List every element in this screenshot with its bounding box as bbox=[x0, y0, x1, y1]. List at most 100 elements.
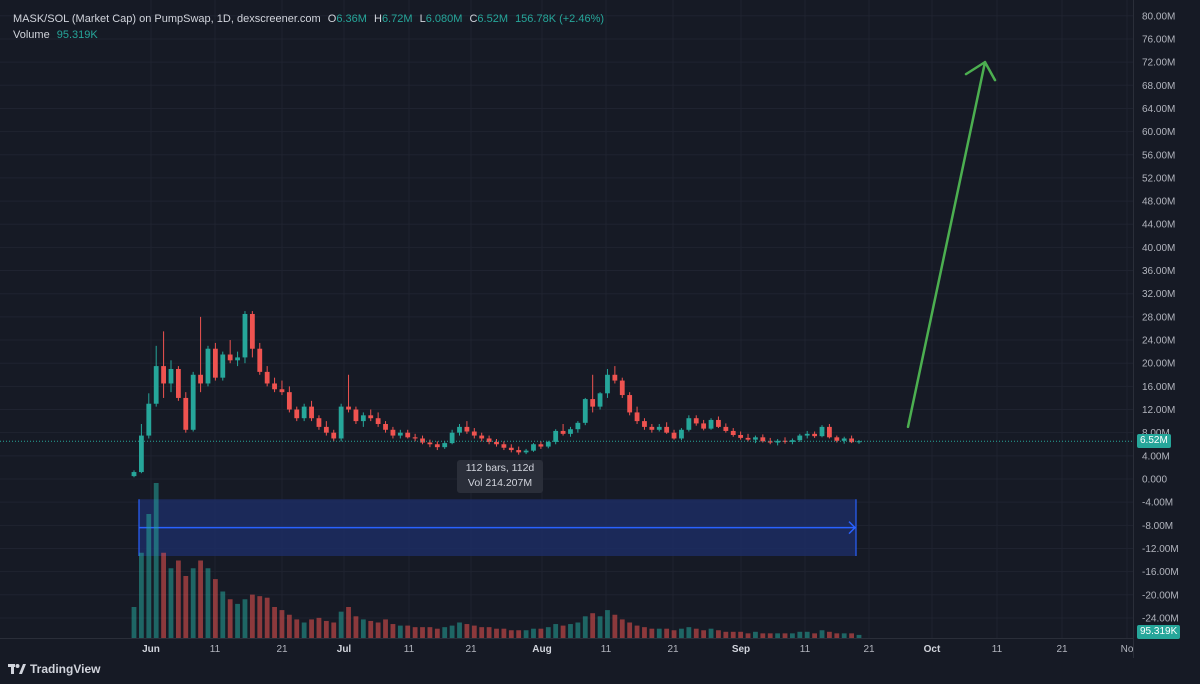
y-tick-label: 28.00M bbox=[1142, 312, 1175, 323]
volume-bar bbox=[212, 579, 218, 638]
volume-bar bbox=[138, 552, 144, 638]
y-tick-label: 80.00M bbox=[1142, 11, 1175, 22]
candle-body bbox=[331, 432, 337, 439]
volume-bar bbox=[294, 619, 300, 638]
tradingview-logo[interactable]: TradingView bbox=[8, 662, 100, 676]
volume-bar bbox=[753, 631, 758, 638]
candle-body bbox=[242, 313, 248, 358]
volume-bar bbox=[560, 625, 566, 638]
projection-arrow-line[interactable] bbox=[906, 60, 987, 429]
volume-label: Volume bbox=[13, 29, 50, 41]
candle-body bbox=[131, 472, 137, 477]
volume-bar bbox=[301, 622, 307, 638]
volume-bar bbox=[360, 619, 366, 638]
candle-body bbox=[309, 406, 314, 419]
candle-body bbox=[575, 422, 581, 430]
symbol-title: MASK/SOL (Market Cap) on PumpSwap, 1D, d… bbox=[13, 13, 321, 25]
projection-arrowhead bbox=[964, 60, 997, 82]
volume-bar bbox=[286, 614, 292, 638]
open-label: O bbox=[327, 13, 337, 25]
candle-body bbox=[346, 406, 351, 410]
candle-body bbox=[168, 368, 174, 384]
candle-body bbox=[227, 354, 233, 361]
candle-body bbox=[153, 366, 159, 404]
volume-bar bbox=[656, 628, 662, 638]
candle-body bbox=[294, 409, 300, 419]
volume-bar bbox=[686, 627, 692, 638]
candle-body bbox=[612, 374, 618, 381]
volume-bar bbox=[486, 627, 492, 638]
y-tick-label: 48.00M bbox=[1142, 197, 1175, 208]
candle-body bbox=[834, 437, 840, 441]
candle-body bbox=[501, 444, 507, 448]
volume-bar bbox=[190, 568, 196, 638]
y-tick-label: 64.00M bbox=[1142, 104, 1175, 115]
range-bars-text: 112 bars, 112d bbox=[465, 462, 535, 474]
candle-body bbox=[797, 435, 803, 441]
candle-body bbox=[642, 421, 647, 427]
candle-body bbox=[434, 444, 440, 448]
candle-body bbox=[383, 423, 388, 430]
volume-bar bbox=[323, 620, 329, 638]
volume-bar bbox=[346, 607, 351, 638]
candle-body bbox=[190, 374, 196, 430]
volume-bar bbox=[797, 631, 803, 638]
volume-bar bbox=[553, 624, 559, 638]
candle-body bbox=[457, 426, 462, 433]
volume-bar bbox=[168, 568, 174, 638]
volume-bar bbox=[183, 576, 189, 638]
candle-body bbox=[760, 437, 766, 442]
candle-body bbox=[405, 432, 411, 438]
volume-bar bbox=[612, 614, 618, 638]
volume-bar bbox=[479, 627, 485, 638]
y-tick-label: 44.00M bbox=[1142, 220, 1175, 231]
candle-body bbox=[508, 447, 514, 451]
candle-body bbox=[782, 440, 788, 442]
close-label: C bbox=[469, 13, 478, 25]
volume-bar bbox=[153, 483, 159, 638]
candle-body bbox=[449, 432, 455, 444]
volume-bar bbox=[649, 628, 655, 638]
volume-bar bbox=[316, 617, 322, 638]
volume-bar bbox=[390, 624, 396, 638]
candle-body bbox=[138, 435, 144, 473]
volume-bar bbox=[471, 625, 477, 638]
volume-bar bbox=[775, 633, 781, 638]
y-tick-label: 36.00M bbox=[1142, 266, 1175, 277]
volume-bar bbox=[227, 599, 233, 638]
y-tick-label: 4.00M bbox=[1142, 451, 1170, 462]
candle-body bbox=[745, 437, 751, 440]
volume-bar bbox=[508, 630, 514, 638]
candle-body bbox=[560, 430, 566, 434]
volume-bar bbox=[331, 622, 337, 638]
candle-body bbox=[523, 450, 529, 453]
volume-bar bbox=[235, 603, 240, 638]
y-tick-label: 40.00M bbox=[1142, 243, 1175, 254]
volume-bar bbox=[730, 631, 736, 638]
volume-bar bbox=[619, 619, 625, 638]
volume-bar bbox=[494, 628, 499, 638]
low-value: 6.080M bbox=[425, 13, 463, 25]
candle-body bbox=[316, 418, 322, 427]
x-tick-label: Jul bbox=[337, 644, 352, 655]
candle-body bbox=[360, 415, 366, 422]
volume-bar bbox=[856, 634, 862, 638]
volume-bar bbox=[368, 620, 374, 638]
candle-body bbox=[730, 430, 736, 435]
y-tick-label: -12.00M bbox=[1142, 544, 1179, 555]
candle-body bbox=[220, 354, 226, 378]
x-tick-label: No bbox=[1121, 644, 1134, 655]
volume-bar bbox=[249, 594, 255, 638]
volume-bar bbox=[434, 628, 440, 638]
candle-body bbox=[397, 432, 403, 436]
candle-body bbox=[442, 443, 448, 448]
candle-body bbox=[412, 437, 418, 439]
volume-bar bbox=[708, 628, 714, 638]
volume-bar bbox=[782, 633, 788, 638]
volume-bar bbox=[131, 607, 137, 638]
volume-bar bbox=[353, 616, 359, 638]
candle-body bbox=[627, 395, 633, 413]
candle-body bbox=[849, 438, 855, 443]
volume-bar bbox=[405, 625, 411, 638]
